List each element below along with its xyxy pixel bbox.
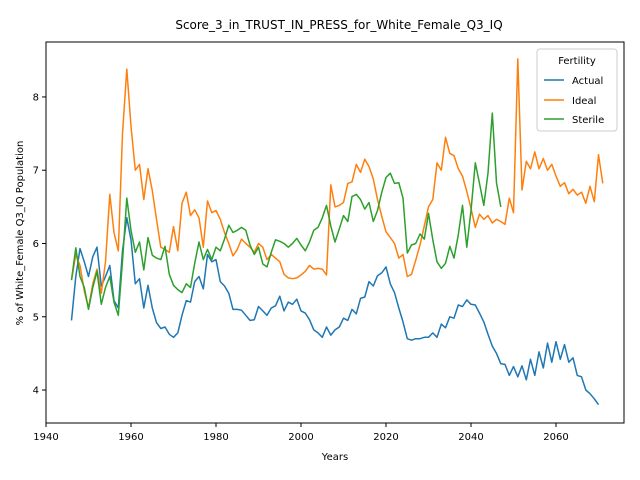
x-tick-label: 2040 (458, 432, 483, 443)
y-axis-label: % of White_Female Q3_IQ Population (15, 141, 26, 326)
y-tick-label: 8 (33, 92, 39, 103)
y-axis: 4 5 6 7 8 (33, 92, 46, 397)
x-axis-label: Years (321, 452, 348, 463)
legend-label-sterile: Sterile (572, 115, 604, 126)
x-tick-label: 2000 (288, 432, 313, 443)
y-tick-label: 6 (33, 239, 39, 250)
x-tick-label: 1940 (33, 432, 58, 443)
x-tick-label: 2020 (373, 432, 398, 443)
series-layer (70, 58, 604, 406)
series-line-sterile (70, 112, 502, 317)
legend-label-ideal: Ideal (572, 96, 596, 107)
series-line-actual (70, 217, 600, 406)
plot-area-frame (45, 41, 625, 424)
legend-title: Fertility (558, 56, 596, 67)
x-tick-label: 1980 (203, 432, 228, 443)
legend-label-actual: Actual (572, 76, 603, 87)
x-tick-label: 1960 (118, 432, 143, 443)
y-tick-label: 4 (33, 386, 39, 397)
series-line-ideal (70, 58, 604, 309)
x-tick-label: 2060 (543, 432, 568, 443)
chart-title: Score_3_in_TRUST_IN_PRESS_for_White_Fema… (175, 18, 502, 32)
legend: Fertility Actual Ideal Sterile (536, 48, 618, 132)
legend-box (536, 48, 618, 132)
y-tick-label: 7 (33, 166, 39, 177)
y-tick-label: 5 (33, 312, 39, 323)
x-axis: 1940 1960 1980 2000 2020 2040 2060 (33, 423, 569, 443)
